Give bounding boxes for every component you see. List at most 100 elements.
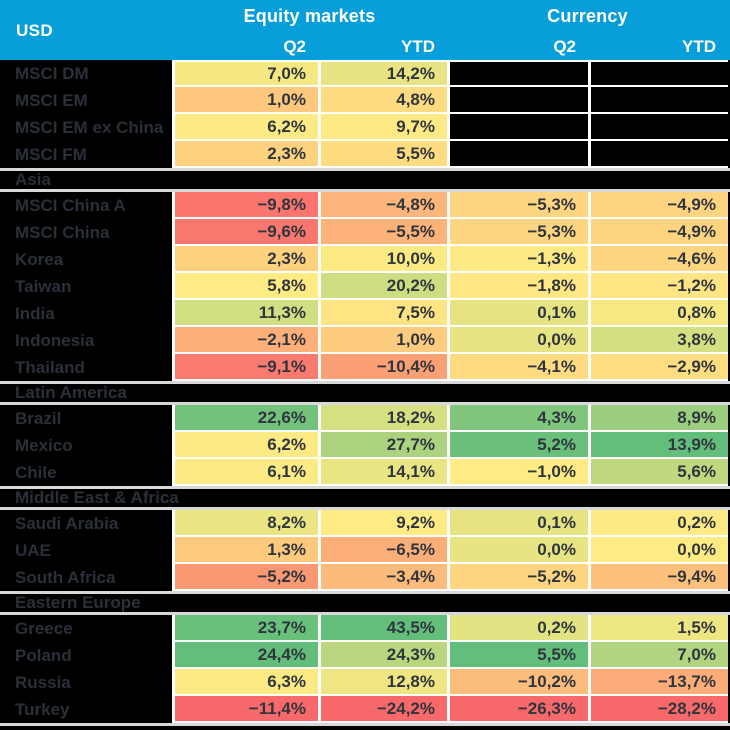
value-cell: 4,8%: [318, 87, 447, 114]
col-header-equity-ytd: YTD: [401, 37, 435, 56]
value-cell: 22,6%: [172, 405, 318, 432]
row-label: Indonesia: [0, 327, 172, 354]
row-label: MSCI EM ex China: [0, 114, 172, 141]
value-cell: −11,4%: [172, 696, 318, 723]
value-cell: 6,2%: [172, 432, 318, 459]
value-cell: −9,1%: [172, 354, 318, 381]
table-row-brazil: Brazil 22,6% 18,2% 4,3% 8,9%: [0, 405, 730, 432]
value-cell: 1,0%: [172, 87, 318, 114]
value-cell: −4,9%: [588, 219, 728, 246]
row-label: Turkey: [0, 696, 172, 723]
table-row-msci-china: MSCI China −9,6% −5,5% −5,3% −4,9%: [0, 219, 730, 246]
value-cell: 5,6%: [588, 459, 728, 486]
value-cell: −5,2%: [447, 564, 588, 591]
value-cell: 5,2%: [447, 432, 588, 459]
row-label: MSCI DM: [0, 60, 172, 87]
value-cell: 0,0%: [447, 537, 588, 564]
value-cell: 3,8%: [588, 327, 728, 354]
value-cell: −9,4%: [588, 564, 728, 591]
col-header-currency-ytd: YTD: [682, 37, 716, 56]
value-cell: −9,8%: [172, 192, 318, 219]
value-cell: 2,3%: [172, 246, 318, 273]
value-cell: −4,6%: [588, 246, 728, 273]
value-cell: 9,2%: [318, 510, 447, 537]
table-row-mexico: Mexico 6,2% 27,7% 5,2% 13,9%: [0, 432, 730, 459]
value-cell: 1,5%: [588, 615, 728, 642]
row-label: Russia: [0, 669, 172, 696]
value-cell: 11,3%: [172, 300, 318, 327]
value-cell: −10,2%: [447, 669, 588, 696]
section-header-middle-east-africa: Middle East & Africa: [0, 486, 730, 510]
row-label: MSCI China: [0, 219, 172, 246]
value-cell: 1,0%: [318, 327, 447, 354]
table-row-india: India 11,3% 7,5% 0,1% 0,8%: [0, 300, 730, 327]
value-cell: 13,9%: [588, 432, 728, 459]
table-row-msci-fm: MSCI FM 2,3% 5,5%: [0, 141, 730, 168]
currency-group-header: Currency: [547, 6, 628, 26]
table-row-msci-dm: MSCI DM 7,0% 14,2%: [0, 60, 730, 87]
value-cell: −4,1%: [447, 354, 588, 381]
table-row-greece: Greece 23,7% 43,5% 0,2% 1,5%: [0, 615, 730, 642]
row-label: MSCI FM: [0, 141, 172, 168]
bottom-strip: [0, 723, 730, 730]
table-row-msci-em: MSCI EM 1,0% 4,8%: [0, 87, 730, 114]
table-row-korea: Korea 2,3% 10,0% −1,3% −4,6%: [0, 246, 730, 273]
value-cell: 43,5%: [318, 615, 447, 642]
value-cell: 7,0%: [172, 60, 318, 87]
value-cell: 2,3%: [172, 141, 318, 168]
value-cell: 18,2%: [318, 405, 447, 432]
row-label: Taiwan: [0, 273, 172, 300]
value-cell: −10,4%: [318, 354, 447, 381]
value-cell: 6,2%: [172, 114, 318, 141]
value-cell: 5,5%: [447, 642, 588, 669]
value-cell: −26,3%: [447, 696, 588, 723]
row-label: India: [0, 300, 172, 327]
table-row-msci-em-ex-china: MSCI EM ex China 6,2% 9,7%: [0, 114, 730, 141]
equity-markets-group-header: Equity markets: [243, 6, 376, 26]
value-cell: −4,8%: [318, 192, 447, 219]
value-cell: −1,0%: [447, 459, 588, 486]
value-cell: 24,4%: [172, 642, 318, 669]
value-cell: 5,8%: [172, 273, 318, 300]
table-row-russia: Russia 6,3% 12,8% −10,2% −13,7%: [0, 669, 730, 696]
value-cell: −1,8%: [447, 273, 588, 300]
row-label: Korea: [0, 246, 172, 273]
value-cell: −2,1%: [172, 327, 318, 354]
masked-cell: [447, 87, 588, 114]
currency-unit-label: USD: [16, 21, 54, 40]
table-row-msci-china-a: MSCI China A −9,8% −4,8% −5,3% −4,9%: [0, 192, 730, 219]
row-label: Poland: [0, 642, 172, 669]
subheader-spacer: [0, 37, 172, 57]
section-header-eastern-europe: Eastern Europe: [0, 591, 730, 615]
masked-cell: [447, 114, 588, 141]
value-cell: 5,5%: [318, 141, 447, 168]
value-cell: −5,3%: [447, 192, 588, 219]
value-cell: 9,7%: [318, 114, 447, 141]
value-cell: −3,4%: [318, 564, 447, 591]
table-row-thailand: Thailand −9,1% −10,4% −4,1% −2,9%: [0, 354, 730, 381]
value-cell: 4,3%: [447, 405, 588, 432]
value-cell: −13,7%: [588, 669, 728, 696]
value-cell: −24,2%: [318, 696, 447, 723]
table-row-turkey: Turkey −11,4% −24,2% −26,3% −28,2%: [0, 696, 730, 723]
value-cell: 8,2%: [172, 510, 318, 537]
value-cell: −2,9%: [588, 354, 728, 381]
row-label: Saudi Arabia: [0, 510, 172, 537]
table-body: MSCI DM 7,0% 14,2% MSCI EM 1,0% 4,8% MSCI EM e…: [0, 60, 730, 723]
table-row-saudi-arabia: Saudi Arabia 8,2% 9,2% 0,1% 0,2%: [0, 510, 730, 537]
row-label: Greece: [0, 615, 172, 642]
col-header-equity-q2: Q2: [283, 37, 306, 56]
table-header: USD Equity markets Currency Q2 YTD Q2 YT…: [0, 0, 730, 60]
value-cell: 0,2%: [447, 615, 588, 642]
row-label: UAE: [0, 537, 172, 564]
value-cell: 14,1%: [318, 459, 447, 486]
table-row-indonesia: Indonesia −2,1% 1,0% 0,0% 3,8%: [0, 327, 730, 354]
value-cell: 23,7%: [172, 615, 318, 642]
value-cell: −5,3%: [447, 219, 588, 246]
value-cell: 10,0%: [318, 246, 447, 273]
value-cell: 0,0%: [588, 537, 728, 564]
section-header-latin-america: Latin America: [0, 381, 730, 405]
value-cell: 7,5%: [318, 300, 447, 327]
value-cell: 27,7%: [318, 432, 447, 459]
